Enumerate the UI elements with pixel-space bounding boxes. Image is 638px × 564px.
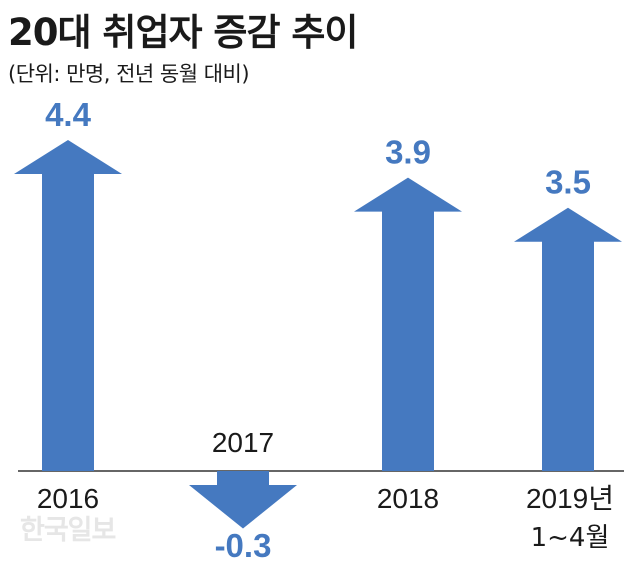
category-label: 2017 <box>212 427 274 458</box>
chart-unit-note: (단위: 만명, 전년 동월 대비) <box>8 62 250 86</box>
data-label: 4.4 <box>45 96 92 133</box>
category-label: 2018 <box>377 483 439 514</box>
arrow-bar-2018 <box>354 177 462 471</box>
data-label: -0.3 <box>215 527 272 564</box>
arrow-bar-2019-1-4- <box>514 207 622 472</box>
category-label: 1~4월 <box>531 523 610 553</box>
arrow-bar-2016 <box>14 140 122 471</box>
chart-title: 20대 취업자 증감 추이 <box>8 11 358 54</box>
category-label: 2019년 <box>526 483 614 514</box>
publisher-watermark: 한국일보 <box>20 515 116 546</box>
arrow-bar-2017 <box>189 471 297 529</box>
data-label: 3.9 <box>385 134 431 171</box>
category-label: 2016 <box>37 483 99 514</box>
data-label: 3.5 <box>545 164 591 201</box>
